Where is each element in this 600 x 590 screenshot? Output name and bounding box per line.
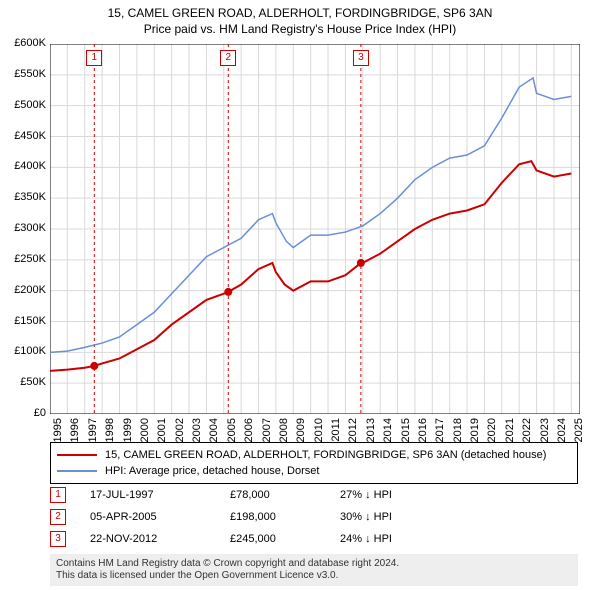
legend: 15, CAMEL GREEN ROAD, ALDERHOLT, FORDING…: [50, 442, 578, 484]
y-tick-label: £500K: [0, 99, 46, 111]
y-tick-label: £100K: [0, 345, 46, 357]
y-tick-label: £300K: [0, 222, 46, 234]
marker-date: 22-NOV-2012: [90, 533, 230, 545]
y-tick-label: £600K: [0, 37, 46, 49]
marker-badge: 2: [50, 509, 66, 525]
y-tick-label: £200K: [0, 284, 46, 296]
footer: Contains HM Land Registry data © Crown c…: [50, 554, 578, 586]
marker-row: 2 05-APR-2005 £198,000 30% ↓ HPI: [50, 506, 578, 528]
marker-row: 3 22-NOV-2012 £245,000 24% ↓ HPI: [50, 528, 578, 550]
marker-date: 17-JUL-1997: [90, 489, 230, 501]
legend-item: 15, CAMEL GREEN ROAD, ALDERHOLT, FORDING…: [57, 447, 571, 463]
marker-price: £78,000: [230, 489, 340, 501]
chart-title-line2: Price paid vs. HM Land Registry's House …: [0, 20, 600, 36]
chart-marker-badge: 1: [86, 50, 102, 66]
marker-badge: 1: [50, 487, 66, 503]
chart-marker-badge: 2: [220, 50, 236, 66]
y-tick-label: £450K: [0, 130, 46, 142]
chart-area: [50, 44, 580, 414]
y-tick-label: £150K: [0, 315, 46, 327]
legend-item: HPI: Average price, detached house, Dors…: [57, 463, 571, 479]
y-tick-label: £250K: [0, 253, 46, 265]
legend-swatch: [57, 470, 97, 472]
y-tick-label: £400K: [0, 160, 46, 172]
chart-svg: [50, 44, 580, 414]
marker-price: £198,000: [230, 511, 340, 523]
footer-line2: This data is licensed under the Open Gov…: [56, 570, 572, 582]
legend-label: HPI: Average price, detached house, Dors…: [105, 465, 319, 477]
y-tick-label: £550K: [0, 68, 46, 80]
y-tick-label: £350K: [0, 191, 46, 203]
marker-pct: 24% ↓ HPI: [340, 533, 460, 545]
marker-table: 1 17-JUL-1997 £78,000 27% ↓ HPI 2 05-APR…: [50, 484, 578, 550]
marker-price: £245,000: [230, 533, 340, 545]
chart-title-line1: 15, CAMEL GREEN ROAD, ALDERHOLT, FORDING…: [0, 0, 600, 20]
y-tick-label: £50K: [0, 376, 46, 388]
y-tick-label: £0: [0, 407, 46, 419]
chart-container: 15, CAMEL GREEN ROAD, ALDERHOLT, FORDING…: [0, 0, 600, 590]
marker-row: 1 17-JUL-1997 £78,000 27% ↓ HPI: [50, 484, 578, 506]
marker-badge: 3: [50, 531, 66, 547]
chart-marker-badge: 3: [353, 50, 369, 66]
marker-date: 05-APR-2005: [90, 511, 230, 523]
legend-swatch: [57, 454, 97, 456]
footer-line1: Contains HM Land Registry data © Crown c…: [56, 558, 572, 570]
marker-pct: 27% ↓ HPI: [340, 489, 460, 501]
marker-pct: 30% ↓ HPI: [340, 511, 460, 523]
legend-label: 15, CAMEL GREEN ROAD, ALDERHOLT, FORDING…: [105, 449, 546, 461]
